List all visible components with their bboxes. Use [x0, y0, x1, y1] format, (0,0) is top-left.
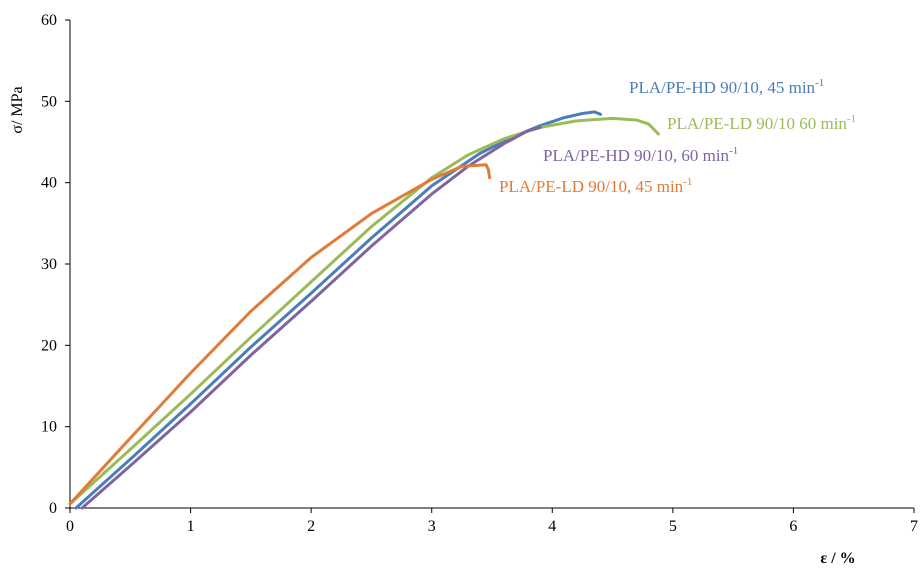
y-tick-label: 30 [41, 256, 57, 273]
x-tick-label: 7 [910, 518, 918, 535]
series-label-2: PLA/PE-HD 90/10, 60 min-1 [543, 145, 738, 165]
y-tick-label: 20 [41, 337, 57, 354]
y-tick-label: 60 [41, 12, 57, 29]
series-label-0: PLA/PE-HD 90/10, 45 min-1 [629, 77, 824, 97]
series-label-superscript: -1 [815, 77, 824, 89]
series-label-superscript: -1 [683, 176, 692, 188]
x-tick-label: 5 [669, 518, 677, 535]
x-tick-label: 6 [789, 518, 797, 535]
y-tick-label: 0 [49, 500, 57, 517]
plot-lines [68, 110, 660, 510]
axes [65, 19, 915, 513]
y-axis-title: σ/ MPa [9, 86, 26, 133]
series-label-1: PLA/PE-LD 90/10 60 min-1 [667, 113, 856, 133]
x-tick-label: 0 [66, 518, 74, 535]
series-label-superscript: -1 [729, 145, 738, 157]
y-tick-label: 50 [41, 93, 57, 110]
series-label-3: PLA/PE-LD 90/10, 45 min-1 [499, 176, 692, 196]
series-label-text: PLA/PE-LD 90/10, 45 min [499, 177, 684, 196]
series-label-superscript: -1 [847, 113, 856, 125]
series-line-2 [80, 125, 542, 510]
series-line-0 [74, 110, 602, 510]
y-tick-label: 10 [41, 419, 57, 436]
tick-labels: 0 1 2 3 4 5 6 7 0 10 20 30 40 50 60 [41, 12, 918, 535]
series-line-1 [68, 116, 660, 506]
y-tick-label: 40 [41, 175, 57, 192]
series-label-text: PLA/PE-LD 90/10 60 min [667, 114, 847, 133]
series-label-text: PLA/PE-HD 90/10, 60 min [543, 146, 730, 165]
x-tick-label: 1 [187, 518, 195, 535]
series-line-3 [68, 163, 492, 506]
x-axis-title: ε / % [820, 550, 855, 567]
x-tick-label: 3 [428, 518, 436, 535]
x-tick-label: 4 [548, 518, 556, 535]
x-tick-label: 2 [307, 518, 315, 535]
series-label-text: PLA/PE-HD 90/10, 45 min [629, 78, 816, 97]
